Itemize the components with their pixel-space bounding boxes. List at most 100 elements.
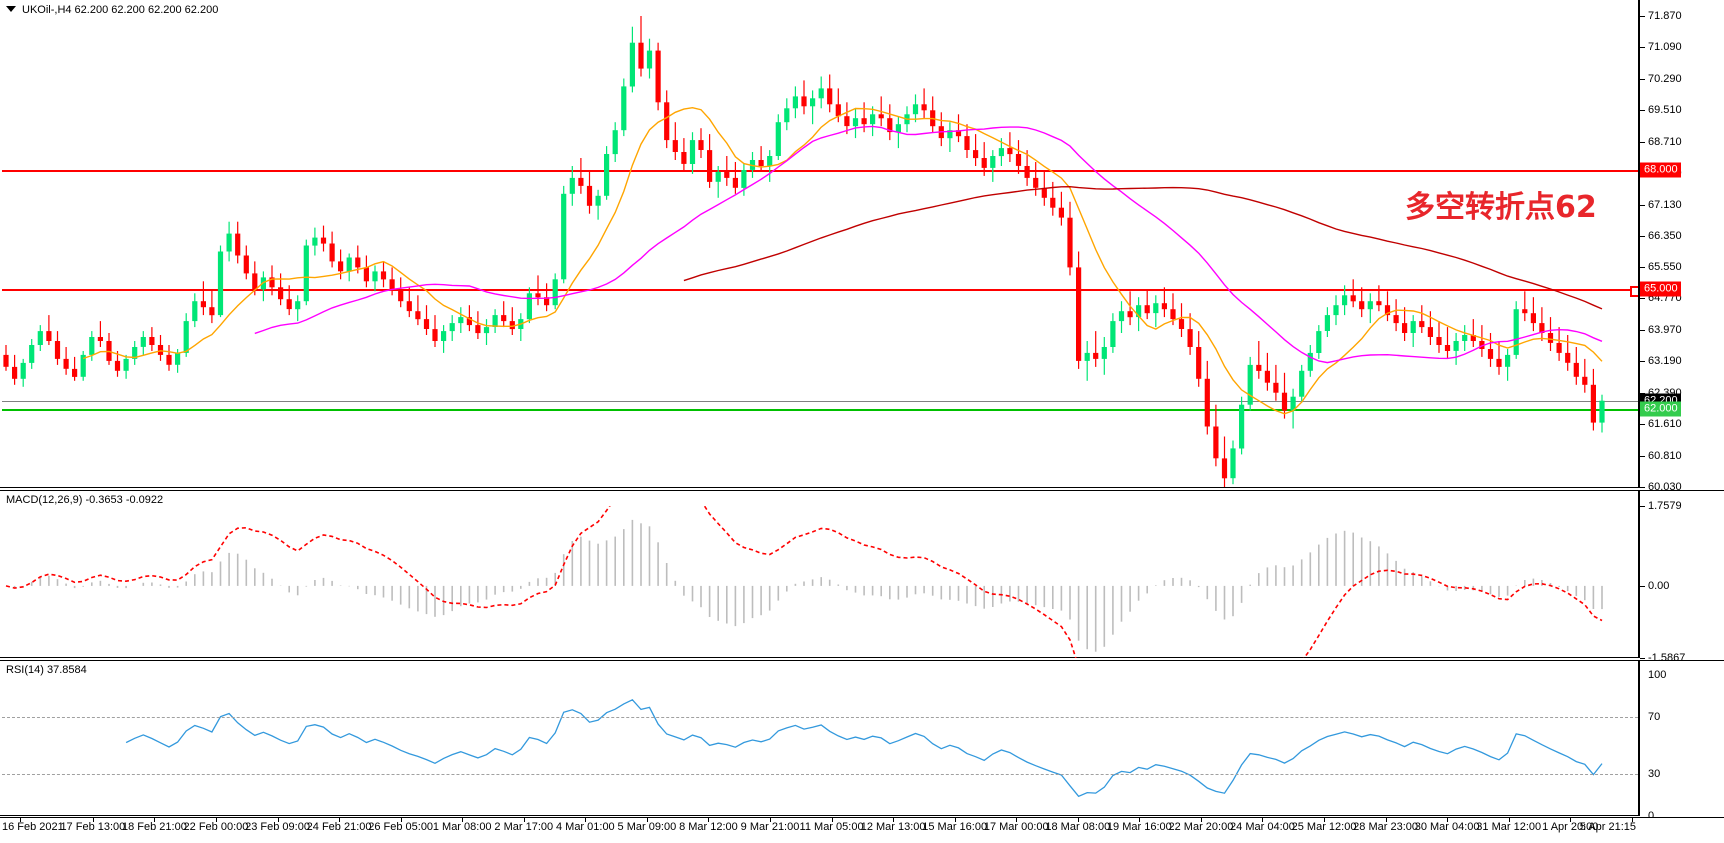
price-axis-tick	[1640, 47, 1645, 49]
time-axis-label: 15 Mar 16:00	[922, 821, 988, 833]
price-axis-label: 68.710	[1648, 135, 1682, 148]
time-axis-tick	[770, 818, 771, 822]
price-axis-label: 61.610	[1648, 418, 1682, 431]
time-axis-label: 5 Mar 09:00	[617, 821, 677, 833]
price-level-handle[interactable]	[1630, 286, 1638, 298]
candlestick-series	[3, 16, 1605, 487]
price-axis-label: 63.190	[1648, 355, 1682, 368]
price-axis-tick	[1640, 16, 1645, 17]
macd-axis-tick	[1640, 506, 1645, 507]
time-axis-tick	[154, 818, 156, 822]
time-axis-tick	[1447, 818, 1449, 822]
time-axis-label: 9 Mar 21:00	[740, 821, 800, 833]
rsi-plot-area[interactable]	[2, 675, 1638, 816]
time-axis-label: 26 Feb 05:00	[368, 821, 434, 833]
time-axis-tick	[462, 818, 464, 822]
price-axis-tick	[1640, 455, 1645, 457]
time-axis-tick	[1077, 818, 1079, 822]
price-axis-label: 71.090	[1648, 41, 1682, 54]
price-plot-area[interactable]	[2, 16, 1638, 487]
macd-axis-label: -1.5867	[1648, 652, 1686, 664]
rsi-series	[125, 699, 1603, 798]
time-axis-tick	[1324, 818, 1326, 822]
time-axis-label: 24 Mar 04:00	[1230, 821, 1295, 833]
rsi-axis-label: 30	[1648, 767, 1661, 780]
time-axis-tick	[954, 818, 956, 822]
price-badge: 68.000	[1640, 162, 1681, 178]
price-axis-tick	[1640, 487, 1645, 488]
price-axis-tick	[1640, 267, 1645, 269]
price-axis-label: 63.970	[1648, 324, 1682, 337]
rsi-axis[interactable]: 100 70 30 0	[1638, 661, 1724, 822]
time-axis-tick	[831, 818, 833, 822]
price-axis[interactable]: 71.87071.09070.29069.51068.71067.93067.1…	[1638, 0, 1724, 493]
price-panel: UKOil-,H4 62.200 62.200 62.200 62.200 71…	[0, 0, 1724, 493]
time-axis-tick	[1508, 818, 1510, 822]
macd-plot-area[interactable]	[2, 506, 1638, 658]
price-axis-tick	[1640, 361, 1645, 363]
price-axis-tick	[1640, 298, 1645, 300]
time-axis[interactable]: 16 Feb 2021 17 Feb 13:00 18 Feb 21:00 22 Fe…	[0, 817, 1724, 843]
time-axis-tick	[339, 818, 341, 822]
price-axis-label: 71.870	[1648, 10, 1682, 22]
symbol-header: UKOil-,H4 62.200 62.200 62.200 62.200	[22, 4, 219, 16]
price-axis-tick	[1640, 109, 1645, 111]
time-axis-label: 28 Mar 23:00	[1353, 821, 1418, 833]
time-axis-label: 18 Feb 21:00	[121, 821, 187, 833]
time-axis-label: 22 Mar 20:00	[1168, 821, 1234, 833]
price-badge: 65.000	[1640, 281, 1681, 297]
rsi-axis-label: 100	[1648, 669, 1667, 681]
price-axis-label: 62.390	[1648, 388, 1682, 399]
price-level-line[interactable]	[2, 408, 1638, 411]
price-level-line[interactable]	[2, 400, 1638, 402]
time-axis-tick	[708, 818, 710, 822]
macd-axis-label: 0.00	[1648, 579, 1670, 592]
time-axis-label: 1 Mar 08:00	[432, 821, 492, 833]
price-axis-label: 66.350	[1648, 229, 1682, 242]
triangle-down-icon[interactable]	[6, 6, 16, 12]
time-axis-label: 17 Feb 13:00	[60, 821, 126, 833]
price-axis-tick	[1640, 204, 1645, 206]
macd-axis-label: 1.7579	[1648, 500, 1682, 512]
price-axis-label: 65.550	[1648, 261, 1682, 274]
time-axis-tick	[646, 818, 648, 822]
time-axis-label: 12 Mar 13:00	[860, 821, 926, 833]
time-axis-tick	[1570, 818, 1572, 822]
time-axis-tick	[1139, 818, 1141, 822]
price-level-line[interactable]	[2, 289, 1638, 292]
rsi-axis-label: 0	[1648, 810, 1655, 822]
time-axis-tick	[523, 818, 525, 822]
time-axis-tick	[277, 818, 279, 822]
time-axis-tick	[1200, 818, 1202, 822]
time-axis-label: 16 Feb 2021	[2, 821, 64, 833]
time-axis-label: 18 Mar 08:00	[1045, 821, 1111, 833]
rsi-panel: RSI(14) 37.8584 100 70 30 0	[0, 660, 1724, 822]
time-axis-label: 2 Mar 17:00	[494, 821, 554, 833]
time-axis-label: 8 Mar 12:00	[679, 821, 738, 833]
time-axis-label: 30 Mar 04:00	[1414, 821, 1480, 833]
price-badge: 62.000	[1640, 401, 1681, 417]
time-axis-label: 19 Mar 16:00	[1106, 821, 1172, 833]
price-axis-tick	[1640, 141, 1645, 143]
time-axis-tick	[1016, 818, 1018, 822]
time-axis-label: 24 Feb 21:00	[306, 821, 372, 833]
macd-axis-tick	[1640, 658, 1645, 659]
time-axis-tick	[215, 818, 217, 822]
price-axis-tick	[1640, 235, 1645, 237]
price-level-line[interactable]	[2, 169, 1638, 172]
price-axis-label: 60.030	[1648, 481, 1682, 493]
rsi-axis-label: 70	[1648, 711, 1661, 724]
time-axis-tick	[1385, 818, 1387, 822]
macd-axis[interactable]: 1.7579 0.00 -1.5867	[1638, 491, 1724, 664]
time-axis-label: 25 Mar 12:00	[1291, 821, 1357, 833]
time-axis-tick	[1631, 818, 1633, 822]
price-axis-label: 67.130	[1648, 198, 1682, 211]
time-axis-tick	[1262, 818, 1264, 822]
rsi-level-line	[2, 717, 1638, 719]
price-axis-tick	[1640, 330, 1645, 332]
time-axis-tick	[19, 818, 21, 822]
annotation-label: 多空转折点62	[1405, 190, 1597, 225]
price-axis-label: 70.290	[1648, 72, 1682, 85]
macd-axis-tick	[1640, 585, 1645, 587]
